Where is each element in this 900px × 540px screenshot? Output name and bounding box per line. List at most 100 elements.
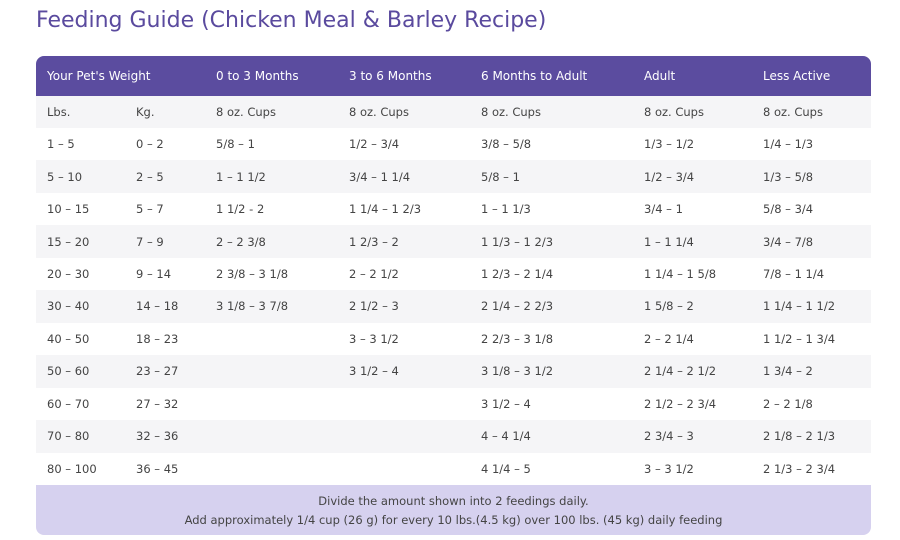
table-cell: 1/2 – 3/4 <box>349 137 400 152</box>
table-cell: 5/8 – 1 <box>481 169 520 184</box>
table-cell: 1 1/3 – 1 2/3 <box>481 234 554 249</box>
table-cell: 2 – 5 <box>136 169 164 184</box>
table-cell: 2 3/8 – 3 1/8 <box>216 267 289 282</box>
table-cell: 5/8 – 1 <box>216 137 255 152</box>
table-cell: 1 1/4 – 1 1/2 <box>763 299 836 314</box>
table-cell: 1 – 1 1/4 <box>644 234 694 249</box>
table-row: 20 – 30 9 – 14 2 3/8 – 3 1/8 2 – 2 1/2 1 2/3… <box>36 258 871 290</box>
header-row: Your Pet's Weight 0 to 3 Months 3 to 6 Mon… <box>36 56 871 96</box>
table-cell: 60 – 70 <box>47 396 90 411</box>
subheader-row: Lbs. Kg. 8 oz. Cups 8 oz. Cups 8 oz. Cups 8 o… <box>36 96 871 128</box>
table-cell: 1 – 1 1/2 <box>216 169 266 184</box>
table-row: 1 – 5 0 – 2 5/8 – 1 1/2 – 3/4 3/8 – 5/8 1/3 –… <box>36 128 871 160</box>
subheader-cell: 8 oz. Cups <box>349 105 409 119</box>
table-cell: 0 – 2 <box>136 137 164 152</box>
table-row: 40 – 50 18 – 23 3 – 3 1/2 2 2/3 – 3 1/8 2 – … <box>36 323 871 355</box>
table-cell: 2 1/2 – 2 3/4 <box>644 396 717 411</box>
table-cell: 1 5/8 – 2 <box>644 299 694 314</box>
table-row: 70 – 80 32 – 36 4 – 4 1/4 2 3/4 – 3 2 1/8 – … <box>36 420 871 453</box>
table-cell: 4 – 4 1/4 <box>481 429 531 444</box>
table-cell: 9 – 14 <box>136 267 172 282</box>
table-cell: 32 – 36 <box>136 429 179 444</box>
table-cell: 80 – 100 <box>47 461 97 476</box>
table-cell: 2 1/4 – 2 1/2 <box>644 364 717 379</box>
table-cell: 3 1/8 – 3 7/8 <box>216 299 289 314</box>
subheader-cell: 8 oz. Cups <box>644 105 704 119</box>
table-cell: 1 2/3 – 2 <box>349 234 399 249</box>
table-cell: 15 – 20 <box>47 234 90 249</box>
table-cell: 4 1/4 – 5 <box>481 461 531 476</box>
header-cell: 6 Months to Adult <box>481 69 588 83</box>
table-cell: 23 – 27 <box>136 364 179 379</box>
table-cell: 3 1/2 – 4 <box>481 396 531 411</box>
table-cell: 1 – 5 <box>47 137 75 152</box>
table-cell: 1 1/2 – 1 3/4 <box>763 331 836 346</box>
table-cell: 14 – 18 <box>136 299 179 314</box>
table-cell: 1/2 – 3/4 <box>644 169 695 184</box>
table-row: 80 – 100 36 – 45 4 1/4 – 5 3 – 3 1/2 2 1/3 –… <box>36 453 871 485</box>
header-cell: 3 to 6 Months <box>349 69 432 83</box>
table-cell: 2 1/2 – 3 <box>349 299 399 314</box>
page-title: Feeding Guide (Chicken Meal & Barley Rec… <box>36 8 547 33</box>
subheader-cell: 8 oz. Cups <box>763 105 823 119</box>
table-cell: 2 – 2 3/8 <box>216 234 266 249</box>
table-cell: 3/8 – 5/8 <box>481 137 532 152</box>
table-cell: 1 2/3 – 2 1/4 <box>481 267 554 282</box>
table-cell: 18 – 23 <box>136 331 179 346</box>
table-cell: 3 1/8 – 3 1/2 <box>481 364 554 379</box>
table-cell: 2 1/8 – 2 1/3 <box>763 429 836 444</box>
table-cell: 5 – 7 <box>136 202 164 217</box>
table-cell: 2 – 2 1/4 <box>644 331 694 346</box>
header-cell: Adult <box>644 69 676 83</box>
footer-note: Divide the amount shown into 2 feedings … <box>318 493 589 508</box>
table-cell: 36 – 45 <box>136 461 179 476</box>
table-cell: 70 – 80 <box>47 429 90 444</box>
header-cell: Your Pet's Weight <box>47 69 151 83</box>
table-cell: 2 – 2 1/2 <box>349 267 399 282</box>
table-row: 60 – 70 27 – 32 3 1/2 – 4 2 1/2 – 2 3/4 2 – … <box>36 388 871 420</box>
feeding-table: Divide the amount shown into 2 feedings … <box>36 56 871 535</box>
header-cell: Less Active <box>763 69 831 83</box>
table-cell: 1 – 1 1/3 <box>481 202 531 217</box>
table-cell: 5/8 – 3/4 <box>763 202 814 217</box>
table-cell: 2 1/4 – 2 2/3 <box>481 299 554 314</box>
table-cell: 10 – 15 <box>47 202 90 217</box>
table-cell: 20 – 30 <box>47 267 90 282</box>
footer-note: Add approximately 1/4 cup (26 g) for eve… <box>184 512 723 527</box>
table-cell: 40 – 50 <box>47 331 90 346</box>
table-cell: 3/4 – 7/8 <box>763 234 814 249</box>
table-cell: 7 – 9 <box>136 234 164 249</box>
subheader-cell: Kg. <box>136 105 155 119</box>
table-cell: 1 1/4 – 1 5/8 <box>644 267 717 282</box>
table-cell: 1 1/4 – 1 2/3 <box>349 202 422 217</box>
table-cell: 2 1/3 – 2 3/4 <box>763 461 836 476</box>
table-cell: 3 – 3 1/2 <box>349 331 399 346</box>
table-cell: 1/3 – 5/8 <box>763 169 814 184</box>
subheader-cell: 8 oz. Cups <box>481 105 541 119</box>
table-cell: 3/4 – 1 1/4 <box>349 169 411 184</box>
table-row: 30 – 40 14 – 18 3 1/8 – 3 7/8 2 1/2 – 3 2 1/… <box>36 290 871 323</box>
table-cell: 3/4 – 1 <box>644 202 683 217</box>
table-cell: 5 – 10 <box>47 169 83 184</box>
table-cell: 1/4 – 1/3 <box>763 137 814 152</box>
subheader-cell: 8 oz. Cups <box>216 105 276 119</box>
table-cell: 27 – 32 <box>136 396 179 411</box>
table-cell: 1 1/2 - 2 <box>216 202 265 217</box>
table-row: 50 – 60 23 – 27 3 1/2 – 4 3 1/8 – 3 1/2 2 1/… <box>36 355 871 388</box>
table-row: 5 – 10 2 – 5 1 – 1 1/2 3/4 – 1 1/4 5/8 – 1 1/… <box>36 160 871 193</box>
table-cell: 2 3/4 – 3 <box>644 429 694 444</box>
table-cell: 7/8 – 1 1/4 <box>763 267 825 282</box>
table-row: 15 – 20 7 – 9 2 – 2 3/8 1 2/3 – 2 1 1/3 – 1 … <box>36 225 871 258</box>
table-cell: 1 3/4 – 2 <box>763 364 813 379</box>
header-cell: 0 to 3 Months <box>216 69 299 83</box>
table-cell: 3 1/2 – 4 <box>349 364 399 379</box>
table-footer: Divide the amount shown into 2 feedings … <box>36 485 871 535</box>
table-row: 10 – 15 5 – 7 1 1/2 - 2 1 1/4 – 1 2/3 1 – 1 … <box>36 193 871 225</box>
table-cell: 2 2/3 – 3 1/8 <box>481 331 554 346</box>
table-cell: 2 – 2 1/8 <box>763 396 813 411</box>
table-cell: 30 – 40 <box>47 299 90 314</box>
subheader-cell: Lbs. <box>47 105 71 119</box>
table-cell: 3 – 3 1/2 <box>644 461 694 476</box>
table-cell: 50 – 60 <box>47 364 90 379</box>
